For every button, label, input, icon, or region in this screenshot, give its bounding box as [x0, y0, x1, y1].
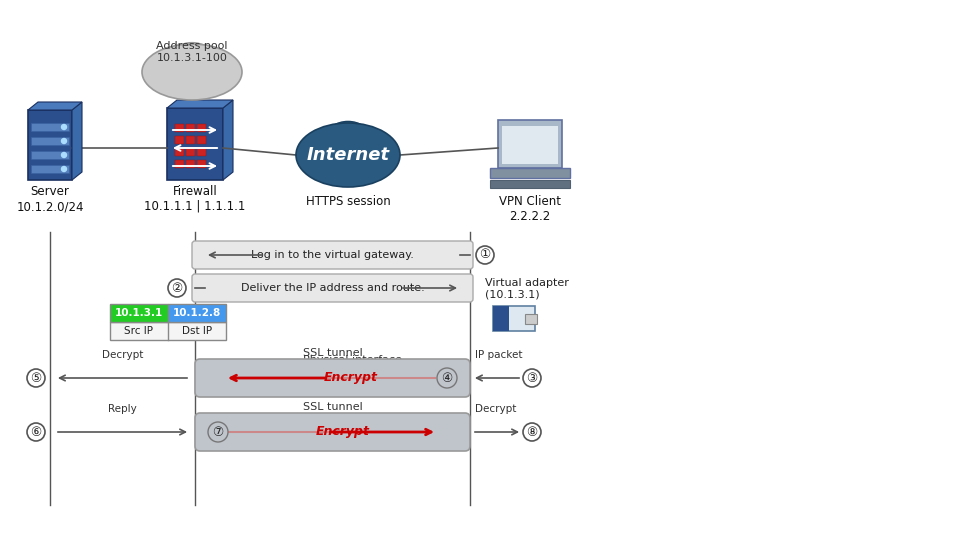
- Polygon shape: [167, 100, 233, 108]
- Text: Encrypt: Encrypt: [324, 372, 377, 384]
- Ellipse shape: [194, 48, 226, 71]
- Text: ⑦: ⑦: [212, 426, 224, 438]
- FancyBboxPatch shape: [490, 168, 570, 178]
- FancyBboxPatch shape: [498, 120, 562, 168]
- Text: SSL tunnel: SSL tunnel: [302, 402, 362, 412]
- Circle shape: [208, 422, 228, 442]
- Circle shape: [61, 125, 66, 130]
- Circle shape: [168, 279, 186, 297]
- FancyBboxPatch shape: [197, 148, 206, 156]
- Text: ⑧: ⑧: [526, 426, 538, 438]
- Text: Server
10.1.2.0/24: Server 10.1.2.0/24: [16, 185, 84, 213]
- Text: Firewall
10.1.1.1 | 1.1.1.1: Firewall 10.1.1.1 | 1.1.1.1: [144, 185, 246, 213]
- Text: ⑤: ⑤: [31, 372, 41, 384]
- FancyBboxPatch shape: [167, 108, 223, 180]
- Text: ⑥: ⑥: [31, 426, 41, 438]
- Text: Physical interface
(2.2.2.2): Physical interface (2.2.2.2): [303, 355, 402, 376]
- Ellipse shape: [349, 128, 383, 153]
- Text: ①: ①: [479, 248, 491, 261]
- FancyBboxPatch shape: [195, 359, 470, 397]
- Ellipse shape: [142, 44, 242, 100]
- Polygon shape: [28, 102, 82, 110]
- FancyBboxPatch shape: [490, 180, 570, 188]
- Circle shape: [27, 423, 45, 441]
- Text: SSL tunnel: SSL tunnel: [302, 348, 362, 358]
- Text: Encrypt: Encrypt: [316, 426, 370, 438]
- Text: ②: ②: [172, 281, 182, 294]
- FancyBboxPatch shape: [186, 160, 195, 168]
- FancyBboxPatch shape: [493, 306, 509, 331]
- Text: Address pool
10.1.3.1-100: Address pool 10.1.3.1-100: [156, 41, 228, 63]
- FancyBboxPatch shape: [110, 322, 226, 340]
- FancyBboxPatch shape: [31, 151, 69, 159]
- FancyBboxPatch shape: [195, 413, 470, 451]
- Text: VPN Client
2.2.2.2: VPN Client 2.2.2.2: [499, 195, 561, 223]
- FancyBboxPatch shape: [31, 123, 69, 131]
- FancyBboxPatch shape: [175, 136, 184, 144]
- FancyBboxPatch shape: [31, 137, 69, 145]
- FancyBboxPatch shape: [525, 314, 537, 324]
- Text: Virtual adapter
(10.1.3.1): Virtual adapter (10.1.3.1): [485, 278, 569, 300]
- Text: Internet: Internet: [306, 146, 390, 164]
- FancyBboxPatch shape: [192, 274, 473, 302]
- FancyBboxPatch shape: [186, 136, 195, 144]
- Text: HTTPS session: HTTPS session: [305, 195, 391, 208]
- Polygon shape: [223, 100, 233, 180]
- FancyBboxPatch shape: [175, 160, 184, 168]
- FancyBboxPatch shape: [493, 306, 535, 331]
- FancyBboxPatch shape: [197, 124, 206, 132]
- Text: 10.1.2.8: 10.1.2.8: [173, 308, 221, 318]
- FancyBboxPatch shape: [31, 165, 69, 173]
- Circle shape: [523, 369, 541, 387]
- FancyBboxPatch shape: [197, 160, 206, 168]
- Circle shape: [61, 166, 66, 172]
- Ellipse shape: [171, 43, 213, 71]
- Text: Log in to the virtual gateway.: Log in to the virtual gateway.: [252, 250, 414, 260]
- Text: ③: ③: [526, 372, 538, 384]
- Polygon shape: [72, 102, 82, 180]
- FancyBboxPatch shape: [110, 304, 168, 322]
- FancyBboxPatch shape: [168, 304, 226, 322]
- Text: Reply: Reply: [108, 404, 137, 414]
- FancyBboxPatch shape: [175, 124, 184, 132]
- Circle shape: [27, 369, 45, 387]
- Text: ④: ④: [442, 372, 452, 384]
- Circle shape: [61, 138, 66, 144]
- Ellipse shape: [312, 128, 348, 153]
- Text: IP packet: IP packet: [475, 350, 522, 360]
- Ellipse shape: [296, 123, 400, 187]
- Text: Decrypt: Decrypt: [475, 404, 516, 414]
- Text: Decrypt: Decrypt: [102, 350, 143, 360]
- Circle shape: [476, 246, 494, 264]
- FancyBboxPatch shape: [175, 148, 184, 156]
- FancyBboxPatch shape: [192, 241, 473, 269]
- Text: Deliver the IP address and route.: Deliver the IP address and route.: [241, 283, 424, 293]
- Ellipse shape: [326, 122, 370, 153]
- Circle shape: [61, 152, 66, 158]
- FancyBboxPatch shape: [186, 148, 195, 156]
- Circle shape: [437, 368, 457, 388]
- FancyBboxPatch shape: [28, 110, 72, 180]
- Text: Src IP: Src IP: [125, 326, 154, 336]
- FancyBboxPatch shape: [186, 124, 195, 132]
- FancyBboxPatch shape: [197, 136, 206, 144]
- Text: Dst IP: Dst IP: [182, 326, 212, 336]
- Circle shape: [523, 423, 541, 441]
- Ellipse shape: [157, 48, 192, 71]
- Text: 10.1.3.1: 10.1.3.1: [115, 308, 163, 318]
- FancyBboxPatch shape: [502, 126, 558, 164]
